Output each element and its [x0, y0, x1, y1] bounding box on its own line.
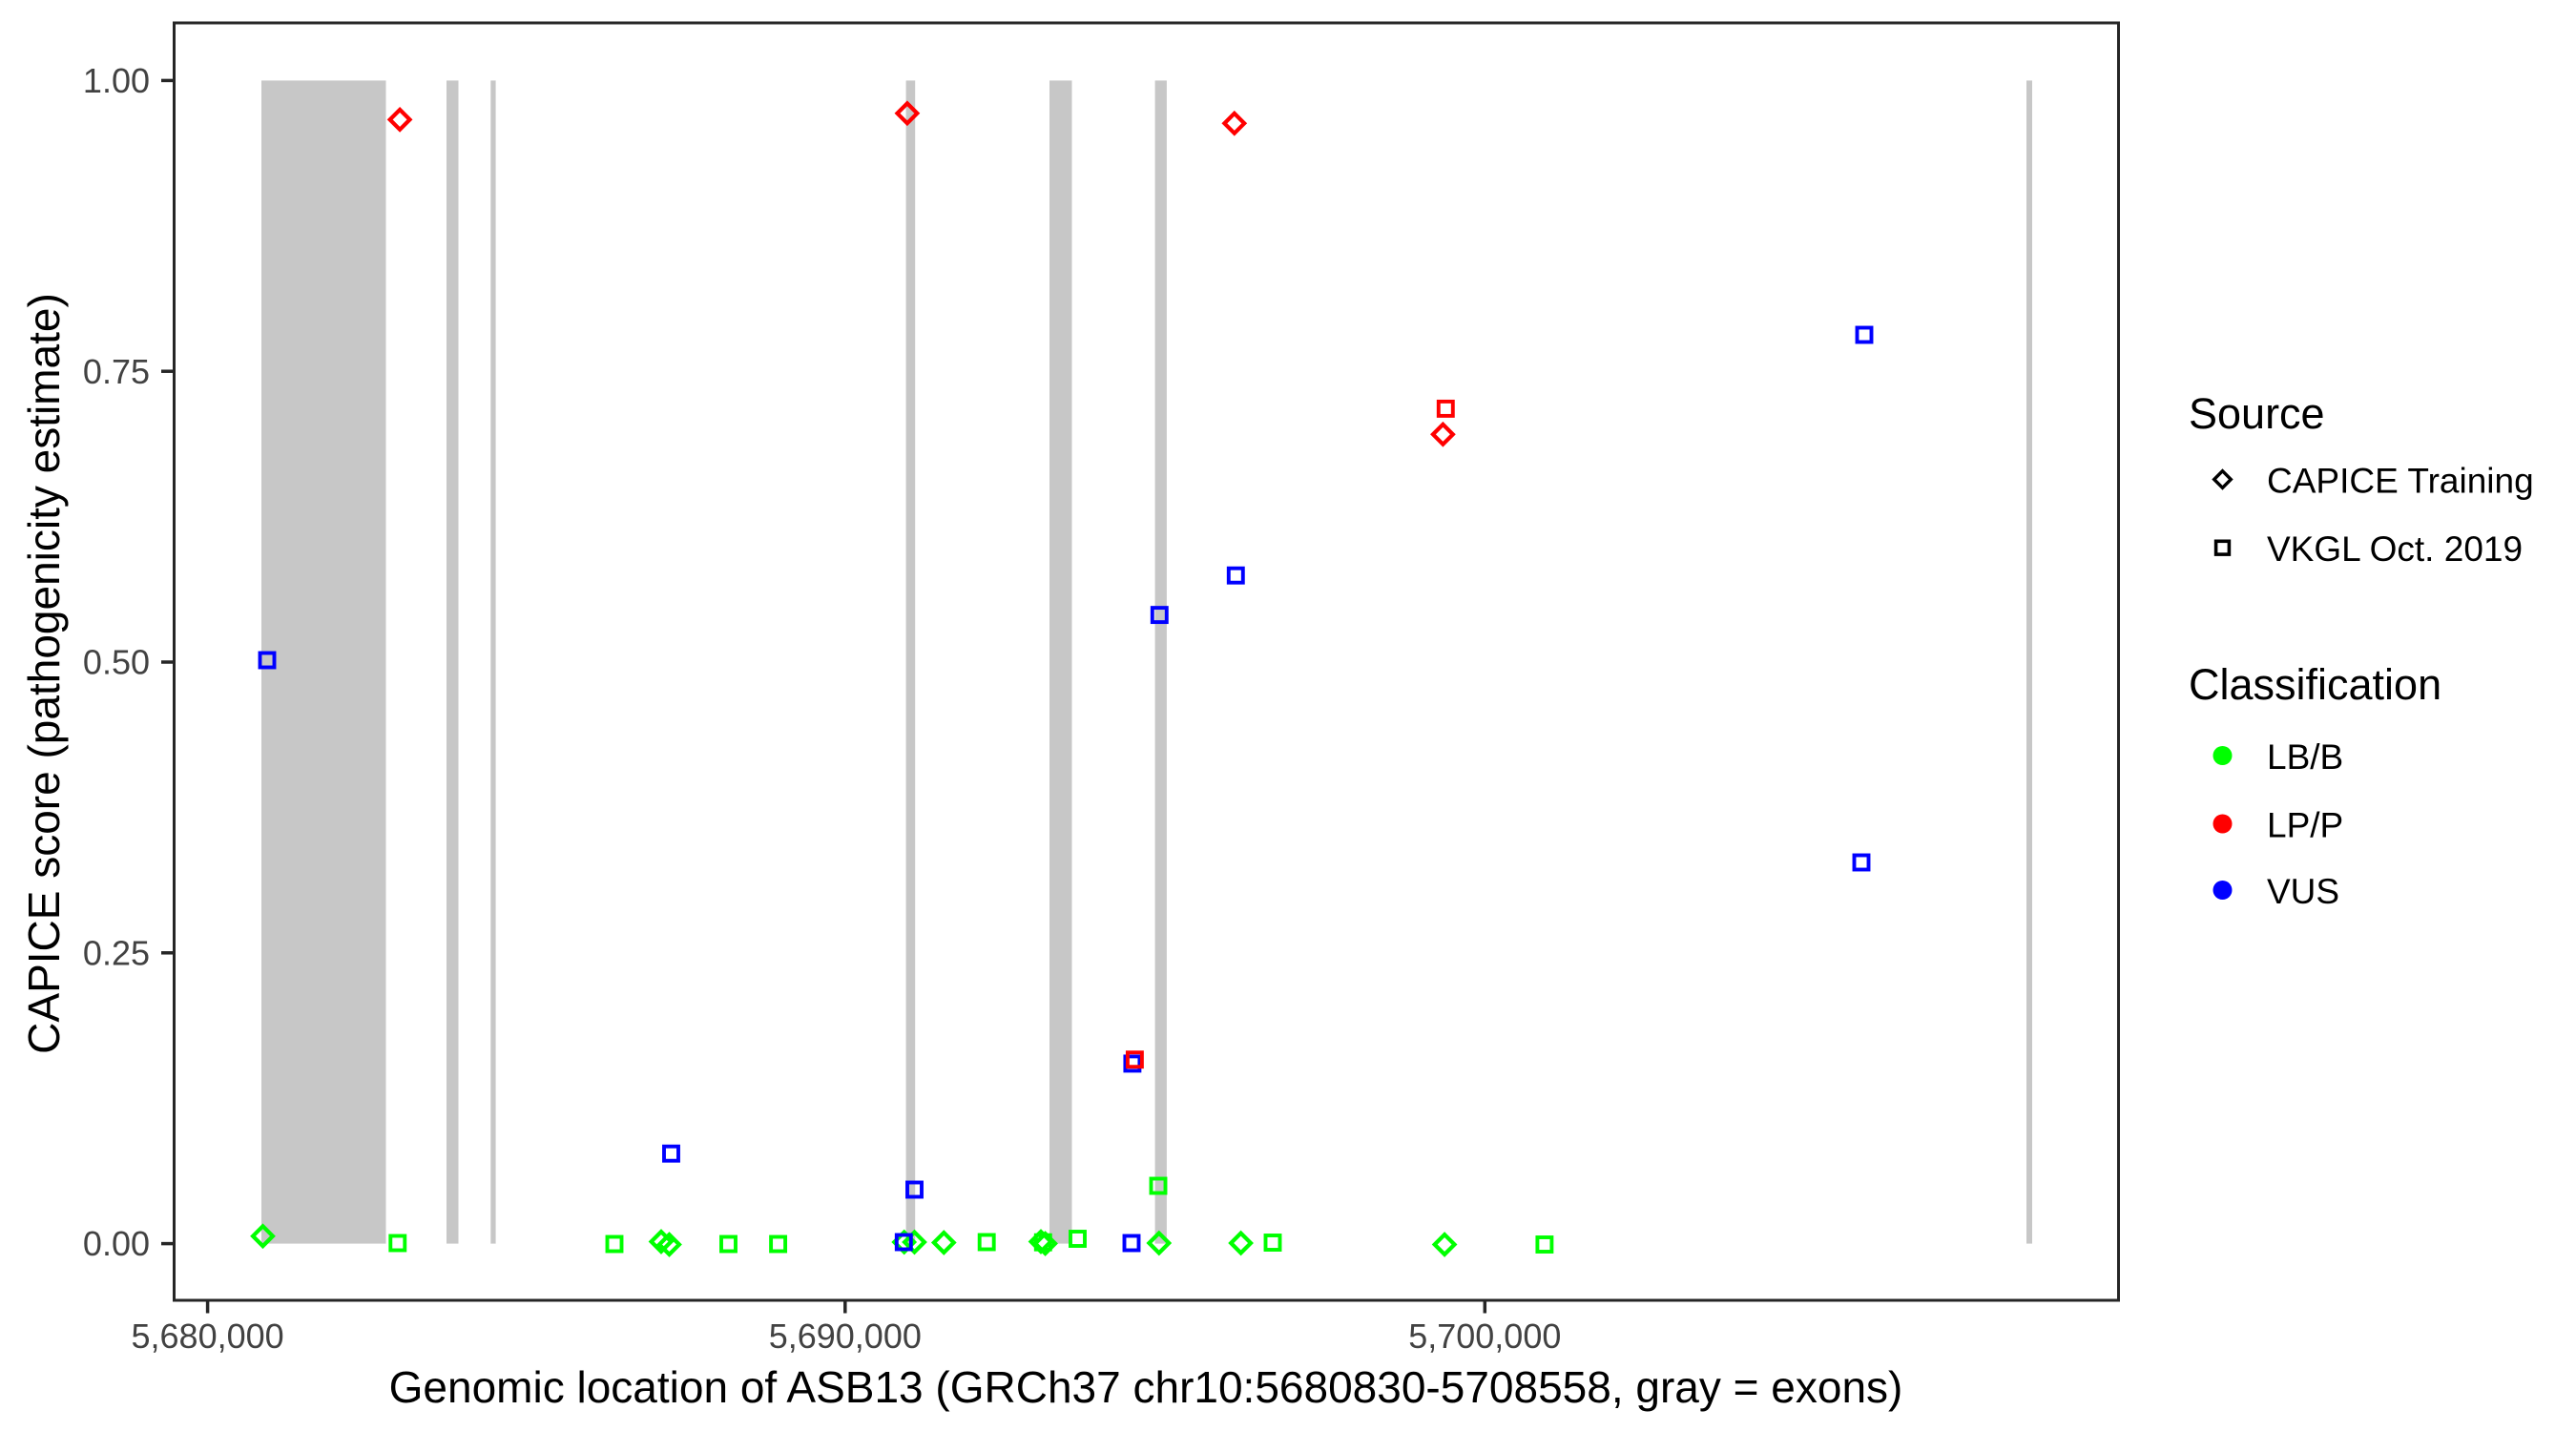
svg-text:LB/B: LB/B — [2267, 737, 2343, 777]
svg-text:Source: Source — [2189, 389, 2325, 438]
svg-text:VUS: VUS — [2267, 872, 2339, 911]
svg-text:5,700,000: 5,700,000 — [1408, 1317, 1561, 1356]
svg-text:Genomic location of ASB13 (GRC: Genomic location of ASB13 (GRCh37 chr10:… — [389, 1362, 1903, 1412]
svg-text:Classification: Classification — [2189, 660, 2441, 709]
svg-text:0.00: 0.00 — [83, 1224, 150, 1263]
svg-text:0.75: 0.75 — [83, 352, 150, 391]
svg-text:VKGL Oct. 2019: VKGL Oct. 2019 — [2267, 529, 2523, 569]
svg-text:5,680,000: 5,680,000 — [132, 1317, 284, 1356]
svg-text:0.50: 0.50 — [83, 643, 150, 682]
svg-text:LP/P: LP/P — [2267, 805, 2343, 844]
svg-text:0.25: 0.25 — [83, 933, 150, 972]
svg-text:1.00: 1.00 — [83, 61, 150, 100]
svg-text:CAPICE Training: CAPICE Training — [2267, 461, 2534, 500]
svg-text:5,690,000: 5,690,000 — [769, 1317, 922, 1356]
svg-text:CAPICE score (pathogenicity es: CAPICE score (pathogenicity estimate) — [19, 293, 69, 1054]
